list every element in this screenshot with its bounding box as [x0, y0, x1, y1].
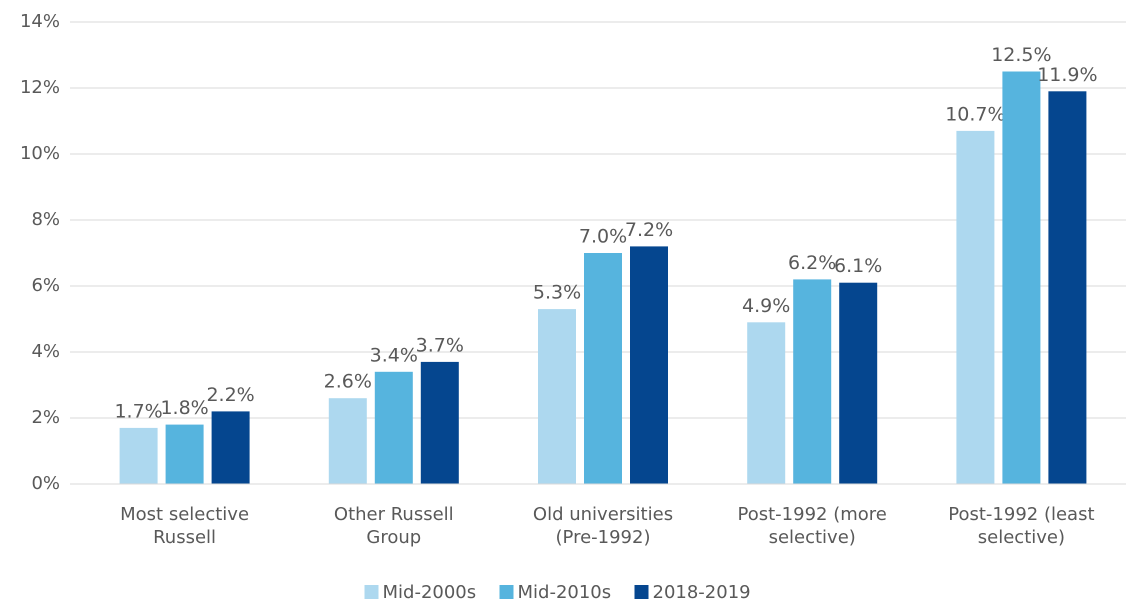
bar: [839, 282, 878, 484]
bar: [956, 130, 995, 484]
value-label: 2.6%: [324, 371, 372, 393]
x-tick-label: Most selective Russell: [120, 504, 249, 548]
x-tick-label: Post-1992 (least selective): [948, 504, 1094, 548]
y-tick-label: 6%: [31, 275, 60, 296]
bar: [584, 253, 622, 484]
bar: [1048, 91, 1087, 485]
value-label: 11.9%: [1037, 64, 1097, 86]
x-tick-label: Old universities (Pre-1992): [533, 504, 673, 548]
y-tick-label: 12%: [20, 77, 60, 98]
bar: [538, 309, 576, 484]
value-label: 2.2%: [206, 384, 254, 406]
legend-label: 2018-2019: [653, 582, 751, 603]
x-tick-label: Post-1992 (more selective): [738, 504, 887, 548]
y-tick-label: 8%: [31, 209, 60, 230]
value-label: 1.7%: [114, 400, 162, 422]
bar: [119, 427, 158, 484]
legend-swatch: [499, 585, 514, 599]
bar: [165, 424, 204, 484]
y-tick-label: 4%: [31, 341, 60, 362]
legend-swatch: [364, 585, 379, 599]
bar: [211, 411, 250, 484]
value-label: 10.7%: [945, 103, 1005, 125]
legend-label: Mid-2010s: [518, 582, 612, 603]
bar: [747, 322, 786, 484]
value-label: 6.1%: [834, 255, 882, 277]
y-tick-label: 0%: [31, 473, 60, 494]
bar: [630, 246, 668, 484]
y-tick-label: 10%: [20, 143, 60, 164]
y-tick-label: 2%: [31, 407, 60, 428]
value-label: 3.7%: [416, 334, 464, 356]
legend-swatch: [634, 585, 649, 599]
bar: [420, 361, 459, 484]
y-tick-label: 14%: [20, 11, 60, 32]
bar: [374, 371, 413, 484]
value-label: 5.3%: [533, 282, 581, 304]
value-label: 12.5%: [991, 44, 1051, 66]
value-label: 7.0%: [579, 226, 627, 248]
legend-label: Mid-2000s: [383, 582, 477, 603]
bar: [793, 279, 832, 484]
value-label: 1.8%: [160, 397, 208, 419]
value-label: 3.4%: [370, 344, 418, 366]
bar: [328, 398, 367, 484]
x-tick-label: Other Russell Group: [334, 504, 454, 548]
value-label: 6.2%: [788, 252, 836, 274]
value-label: 4.9%: [742, 295, 790, 317]
value-label: 7.2%: [625, 219, 673, 241]
bar: [1002, 71, 1041, 484]
